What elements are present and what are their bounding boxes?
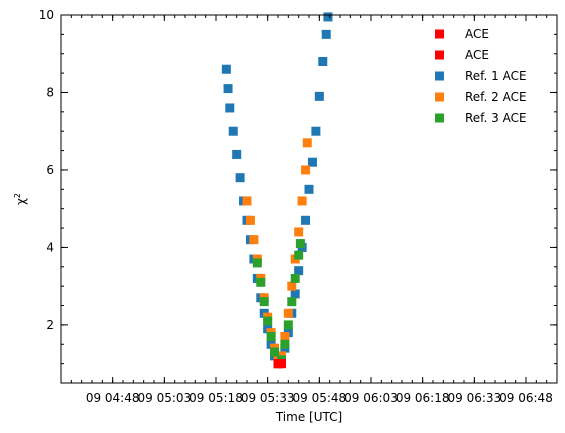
point-ref-3-ace [256,277,266,287]
point-ref-1-ace [314,91,324,101]
point-ref-3-ace [263,316,273,326]
legend: ACE ACE Ref. 1 ACE Ref. 2 ACE Ref. 3 ACE [435,27,527,125]
point-ref-3-ace [287,297,297,307]
x-tick-label: 09 06:18 [396,391,450,405]
legend-label: ACE [465,27,489,41]
point-ref-1-ace [294,266,304,276]
legend-marker [435,71,444,81]
point-ref-1-ace [290,289,300,299]
series-layer [221,12,333,369]
point-ref-1-ace [221,64,231,74]
point-ref-3-ace [294,250,304,260]
point-ref-1-ace [225,103,235,113]
legend-label: ACE [465,48,489,62]
y-tick-label: 10 [39,8,54,22]
legend-label: Ref. 3 ACE [465,111,527,125]
point-ref-2-ace [297,196,307,206]
x-tick-label: 09 04:48 [86,391,140,405]
x-tick-label: 09 05:03 [137,391,191,405]
point-ref-2-ace [249,235,259,245]
x-axis-label: Time [UTC] [275,410,342,424]
point-ref-1-ace [321,29,331,39]
point-ref-2-ace [287,281,297,291]
x-tick-label: 09 05:18 [189,391,243,405]
point-ref-3-ace [252,258,262,268]
x-tick-label: 09 06:33 [447,391,501,405]
point-ref-1-ace [301,215,311,225]
point-ace [276,359,286,369]
point-ref-1-ace [235,173,245,183]
y-tick-label: 4 [46,240,54,254]
point-ref-2-ace [302,138,312,148]
legend-marker [435,29,444,39]
legend-marker [435,50,444,60]
y-tick-label: 6 [46,163,54,177]
point-ref-1-ace [223,84,233,94]
point-ref-3-ace [283,320,293,330]
point-ref-1-ace [307,157,317,167]
point-ref-3-ace [295,239,305,249]
y-axis: 2 4 6 8 10 [39,8,557,365]
point-ref-1-ace [323,12,333,22]
x-tick-label: 09 06:03 [344,391,398,405]
x-tick-label: 09 05:33 [241,391,295,405]
point-ref-2-ace [242,196,252,206]
point-ref-2-ace [245,215,255,225]
point-ref-1-ace [311,126,321,136]
point-ref-2-ace [283,308,293,318]
legend-marker [435,113,444,123]
y-tick-label: 8 [46,85,54,99]
plot-area [61,15,557,383]
point-ref-1-ace [232,149,242,159]
point-ref-3-ace [259,297,269,307]
x-tick-label: 09 05:48 [292,391,346,405]
legend-label: Ref. 2 ACE [465,90,527,104]
legend-marker [435,92,444,102]
x-tick-label: 09 06:48 [499,391,553,405]
point-ref-1-ace [228,126,238,136]
point-ref-3-ace [266,332,276,342]
point-ref-3-ace [270,347,280,357]
point-ref-2-ace [280,332,290,342]
point-ref-1-ace [318,56,328,66]
point-ref-2-ace [294,227,304,237]
y-axis-label: χ2 [13,193,28,205]
legend-label: Ref. 1 ACE [465,69,527,83]
point-ref-1-ace [304,184,314,194]
point-ref-3-ace [280,339,290,349]
point-ref-3-ace [290,273,300,283]
y-tick-label: 2 [46,318,54,332]
point-ref-2-ace [301,165,311,175]
